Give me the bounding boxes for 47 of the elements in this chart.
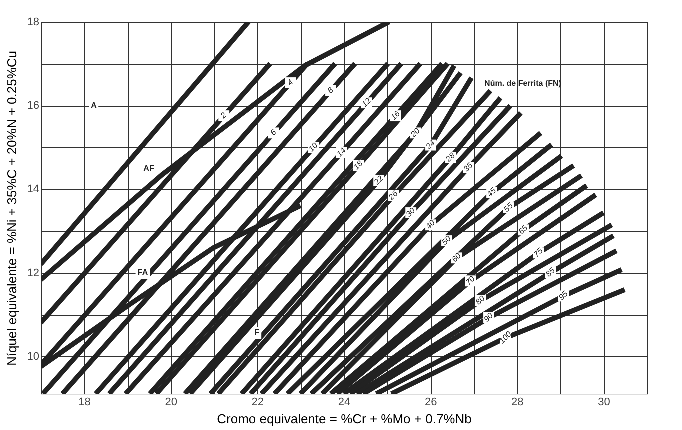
x-axis-title: Cromo equivalente = %Cr + %Mo + 0.7%Nb (217, 412, 472, 426)
series-label: 4 (286, 78, 296, 88)
series-label: 28 (444, 150, 458, 165)
series-label: 20 (408, 126, 422, 140)
series-label: 40 (424, 218, 438, 232)
x-tick-label: 30 (598, 396, 610, 408)
series-label: 45 (485, 186, 498, 199)
x-tick-label: 18 (78, 396, 91, 408)
series-label: 14 (335, 146, 348, 159)
series-label: 100 (498, 329, 514, 346)
x-tick-label: 20 (165, 396, 178, 408)
series-label: 65 (516, 223, 530, 236)
series-label: 2 (218, 110, 229, 122)
y-tick-label: 12 (27, 267, 40, 280)
annotation: AF (144, 164, 154, 173)
series-label: 26 (386, 188, 400, 203)
series-label: 6 (268, 128, 279, 138)
y-tick-label: 14 (27, 184, 40, 196)
y-tick-label: 18 (27, 16, 40, 28)
x-tick-label: 28 (512, 396, 524, 408)
series-label: 75 (532, 246, 546, 260)
series-label: 35 (462, 160, 476, 174)
annotation: F (254, 328, 260, 337)
annotation: A (91, 101, 98, 110)
x-tick-label: 26 (424, 396, 438, 408)
series-label: 50 (440, 234, 454, 247)
series-label: 60 (450, 251, 464, 264)
series-label: 22 (372, 174, 386, 188)
series-label: 85 (544, 266, 558, 279)
series-label: 30 (404, 206, 418, 219)
series-label: 95 (557, 289, 570, 302)
series-label: 55 (502, 200, 516, 214)
x-tick-label: 24 (338, 396, 351, 408)
annotation: FA (138, 268, 148, 277)
series-label: 70 (464, 274, 478, 288)
series-label: 8 (326, 85, 336, 96)
series-label: 80 (474, 294, 488, 307)
series-label: 24 (424, 138, 438, 152)
y-tick-label: 16 (27, 100, 40, 112)
y-tick-label: 10 (27, 350, 40, 363)
series-label: 12 (360, 96, 374, 110)
series-label: 90 (482, 310, 496, 324)
x-tick-label: 22 (252, 396, 264, 408)
series-label: 10 (307, 140, 320, 154)
series-label: 16 (389, 108, 402, 122)
y-axis-title: Níquel equivalente = %Ni + 35%C + 20%N + 0.25%Cu (4, 50, 20, 366)
series-label: 18 (352, 158, 366, 172)
